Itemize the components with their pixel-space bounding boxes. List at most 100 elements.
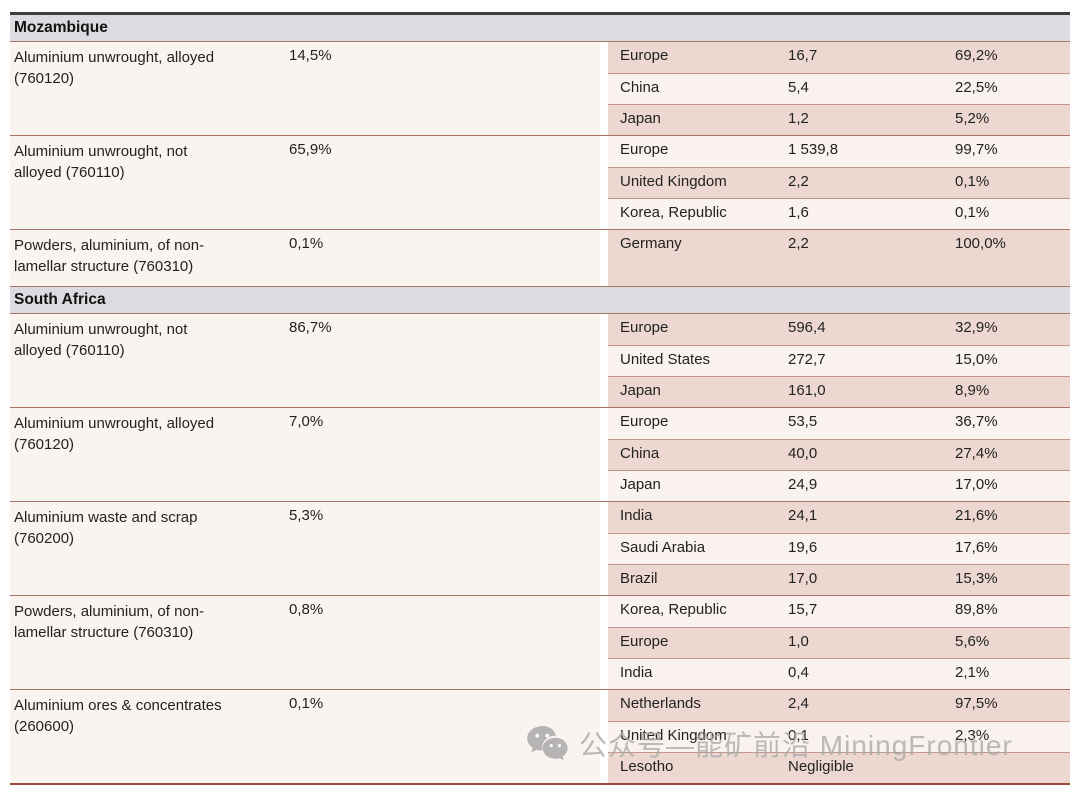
product-group-row: Aluminium waste and scrap (760200) 5,3% …: [10, 502, 1070, 596]
product-cell: Aluminium unwrought, not alloyed (760110…: [10, 136, 600, 229]
destination-name: Germany: [620, 235, 682, 252]
product-group-row: Aluminium unwrought, alloyed (760120) 14…: [10, 42, 1070, 136]
destination-share: 27,4%: [955, 445, 998, 462]
destination-value: 15,7: [788, 601, 818, 618]
destination-row: Europe 1,0 5,6%: [608, 627, 1070, 658]
destination-value: 1 539,8: [788, 141, 839, 158]
product-name: Aluminium unwrought, not alloyed (760110…: [14, 143, 188, 181]
destination-name: China: [620, 445, 660, 462]
destination-name: United Kingdom: [620, 173, 727, 190]
destination-name: Europe: [620, 47, 669, 64]
destination-share: 99,7%: [955, 141, 998, 158]
section-header: South Africa: [10, 287, 1070, 314]
destination-row: Germany 2,2 100,0%: [608, 230, 1070, 286]
destination-share: 89,8%: [955, 601, 998, 618]
column-gap: [600, 136, 608, 229]
destination-row: India 24,1 21,6%: [608, 502, 1070, 533]
destination-share: 100,0%: [955, 235, 1006, 252]
destination-value: 16,7: [788, 47, 818, 64]
product-group-row: Aluminium unwrought, not alloyed (760110…: [10, 136, 1070, 230]
destination-row: Europe 1 539,8 99,7%: [608, 136, 1070, 167]
destination-value: 1,2: [788, 110, 809, 127]
destination-rows: India 24,1 21,6% Saudi Arabia 19,6 17,6%…: [608, 502, 1070, 595]
destination-value: 24,9: [788, 476, 818, 493]
destination-name: Europe: [620, 413, 669, 430]
destination-name: United States: [620, 351, 711, 368]
product-group-row: Aluminium unwrought, not alloyed (760110…: [10, 314, 1070, 408]
destination-share: 32,9%: [955, 319, 998, 336]
product-group-row: Powders, aluminium, of non-lamellar stru…: [10, 596, 1070, 690]
destination-value: 596,4: [788, 319, 826, 336]
destination-share: 17,6%: [955, 539, 998, 556]
export-share: 14,5%: [289, 47, 332, 64]
destination-name: Saudi Arabia: [620, 539, 706, 556]
product-cell: Powders, aluminium, of non-lamellar stru…: [10, 596, 600, 689]
destination-name: Netherlands: [620, 695, 701, 712]
column-gap: [600, 314, 608, 407]
product-group-row: Aluminium ores & concentrates (260600) 0…: [10, 690, 1070, 785]
product-name: Aluminium waste and scrap (760200): [14, 509, 198, 547]
destination-row: India 0,4 2,1%: [608, 658, 1070, 689]
export-share: 65,9%: [289, 141, 332, 158]
destination-name: Brazil: [620, 570, 658, 587]
destination-name: India: [620, 507, 653, 524]
product-cell: Aluminium unwrought, not alloyed (760110…: [10, 314, 600, 407]
destination-row: Europe 16,7 69,2%: [608, 42, 1070, 73]
section-title: Mozambique: [14, 19, 108, 36]
destination-name: Japan: [620, 382, 661, 399]
column-gap: [600, 408, 608, 501]
export-share: 5,3%: [289, 507, 324, 524]
product-name: Aluminium unwrought, not alloyed (760110…: [14, 321, 188, 359]
destination-share: 21,6%: [955, 507, 998, 524]
destination-share: 5,2%: [955, 110, 990, 127]
destination-value: 40,0: [788, 445, 818, 462]
export-share: 0,8%: [289, 601, 324, 618]
product-cell: Aluminium unwrought, alloyed (760120) 14…: [10, 42, 600, 135]
destination-row: Japan 1,2 5,2%: [608, 104, 1070, 135]
destination-row: United Kingdom 2,2 0,1%: [608, 167, 1070, 198]
destination-value: 5,4: [788, 79, 809, 96]
destination-value: 17,0: [788, 570, 818, 587]
destination-value: 19,6: [788, 539, 818, 556]
destination-name: Japan: [620, 476, 661, 493]
section-title: South Africa: [14, 291, 106, 308]
destination-name: Europe: [620, 633, 669, 650]
destination-share: 15,0%: [955, 351, 998, 368]
destination-row: Japan 24,9 17,0%: [608, 470, 1070, 501]
destination-share: 8,9%: [955, 382, 990, 399]
product-name: Aluminium unwrought, alloyed (760120): [14, 49, 215, 87]
destination-share: 0,1%: [955, 173, 990, 190]
destination-rows: Korea, Republic 15,7 89,8% Europe 1,0 5,…: [608, 596, 1070, 689]
column-gap: [600, 230, 608, 286]
destination-row: Saudi Arabia 19,6 17,6%: [608, 533, 1070, 564]
product-cell: Aluminium ores & concentrates (260600) 0…: [10, 690, 600, 783]
destination-value: 272,7: [788, 351, 826, 368]
product-name: Aluminium ores & concentrates (260600): [14, 697, 222, 735]
destination-row: Netherlands 2,4 97,5%: [608, 690, 1070, 721]
column-gap: [600, 42, 608, 135]
destination-row: Korea, Republic 15,7 89,8%: [608, 596, 1070, 627]
product-cell: Aluminium waste and scrap (760200) 5,3%: [10, 502, 600, 595]
product-cell: Powders, aluminium, of non-lamellar stru…: [10, 230, 600, 286]
destination-value: 24,1: [788, 507, 818, 524]
destination-row: Lesotho Negligible: [608, 752, 1070, 783]
destination-value: 2,2: [788, 235, 809, 252]
destination-share: 5,6%: [955, 633, 990, 650]
product-group-row: Aluminium unwrought, alloyed (760120) 7,…: [10, 408, 1070, 502]
destination-share: 69,2%: [955, 47, 998, 64]
product-cell: Aluminium unwrought, alloyed (760120) 7,…: [10, 408, 600, 501]
destination-row: China 40,0 27,4%: [608, 439, 1070, 470]
destination-value: 0,4: [788, 664, 809, 681]
export-share: 0,1%: [289, 695, 324, 712]
destination-value: 1,6: [788, 204, 809, 221]
destination-name: China: [620, 79, 660, 96]
destination-name: Japan: [620, 110, 661, 127]
destination-name: Korea, Republic: [620, 601, 727, 618]
product-name: Aluminium unwrought, alloyed (760120): [14, 415, 215, 453]
export-share: 86,7%: [289, 319, 332, 336]
destination-value: 1,0: [788, 633, 809, 650]
destination-rows: Europe 53,5 36,7% China 40,0 27,4% Japan…: [608, 408, 1070, 501]
destination-rows: Europe 16,7 69,2% China 5,4 22,5% Japan …: [608, 42, 1070, 135]
destination-name: Europe: [620, 319, 669, 336]
